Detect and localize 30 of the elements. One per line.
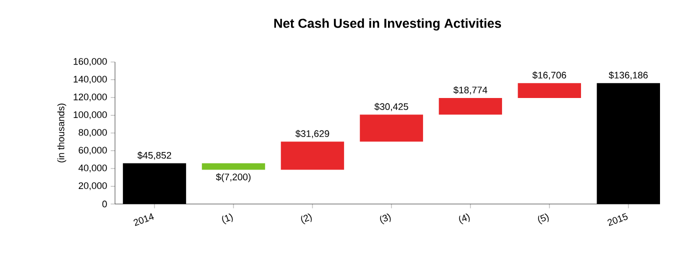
x-tick-label: (3) [380,214,391,224]
bar [438,98,502,115]
x-tick-label: (4) [459,214,470,224]
x-tick-label: (2) [301,214,312,224]
y-tick-label: 100,000 [74,111,107,120]
chart-title: Net Cash Used in Investing Activities [274,18,502,31]
y-tick-label: 40,000 [78,164,107,172]
x-tick-label: 2014 [134,213,154,226]
y-axis-title: (in thousands) [57,104,66,162]
data-label: $16,706 [532,71,566,80]
y-tick-label: 160,000 [74,58,107,66]
y-tick-label: 120,000 [74,94,107,102]
x-tick-label: (1) [222,214,233,224]
x-tick-label: (5) [538,214,549,224]
data-label: $136,186 [608,71,648,80]
bar [280,142,344,170]
data-label: $31,629 [295,130,330,138]
data-label: $45,852 [137,152,172,160]
y-tick-label: 20,000 [78,182,107,190]
y-tick-label: 80,000 [78,129,107,137]
y-tick-label: 60,000 [78,146,107,155]
y-tick-label: 0 [102,200,107,208]
y-tick-label: 140,000 [74,76,107,84]
data-label: $30,425 [374,102,408,112]
bar [202,163,266,170]
bar [360,114,424,142]
data-label: $(7,200) [216,173,251,182]
bar [518,83,582,98]
x-tick-label: 2015 [608,213,628,226]
data-label: $18,774 [453,86,488,94]
